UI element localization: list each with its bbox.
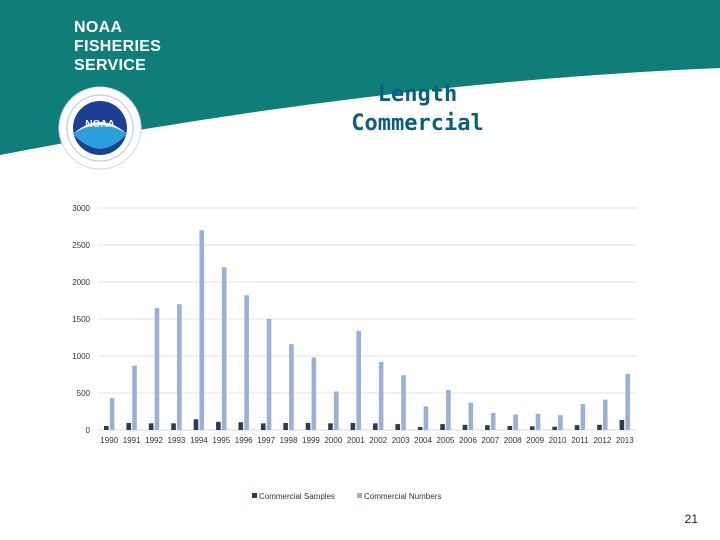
x-tick-label: 2005 [437,436,455,445]
y-tick-label: 1000 [72,352,90,361]
bar-commercial-samples [193,419,199,430]
bar-commercial-numbers [132,365,137,430]
bar-commercial-samples [104,425,109,430]
bar-commercial-samples [238,422,244,430]
y-tick-label: 500 [77,389,91,398]
legend-label: Commercial Numbers [364,492,441,501]
x-tick-label: 2000 [324,436,342,445]
bar-commercial-samples [373,423,378,430]
bar-commercial-numbers [311,357,317,430]
bar-commercial-samples [462,424,468,430]
brand-wordmark: NOAA FISHERIES SERVICE [74,18,161,75]
bar-commercial-samples [395,424,401,430]
x-tick-label: 2003 [392,436,410,445]
bar-commercial-samples [440,424,445,430]
x-tick-label: 2013 [616,436,634,445]
bar-commercial-samples [417,427,423,430]
bar-commercial-samples [283,422,288,430]
brand-line-2: FISHERIES [74,38,162,55]
bar-commercial-samples [148,423,154,430]
legend-swatch [357,493,362,498]
bar-commercial-numbers [333,391,339,430]
x-tick-label: 2012 [593,436,611,445]
x-tick-label: 2010 [549,436,567,445]
y-tick-label: 2500 [72,241,90,250]
bar-commercial-numbers [154,307,160,430]
bar-commercial-samples [507,425,513,430]
x-tick-label: 1996 [235,436,253,445]
slide-title: Length Commercial [300,80,535,138]
bar-commercial-samples [485,425,490,430]
bar-commercial-samples [328,423,333,430]
x-tick-label: 2011 [571,436,589,445]
bar-commercial-numbers [423,406,429,430]
brand-line-1: NOAA [74,19,123,36]
x-tick-label: 1998 [280,436,298,445]
bar-commercial-samples [126,422,132,430]
slide-title-line-1: Length [377,82,458,107]
brand-line-3: SERVICE [74,57,147,74]
legend-label: Commercial Samples [259,492,335,501]
x-tick-label: 1995 [212,436,230,445]
noaa-logo: NOAA [58,86,142,170]
x-tick-label: 2002 [369,436,387,445]
bar-commercial-numbers [535,413,541,430]
bar-commercial-numbers [625,373,630,430]
bar-commercial-numbers [401,375,406,430]
bar-commercial-numbers [602,399,608,430]
bar-commercial-samples [350,422,356,430]
bar-commercial-numbers [244,295,249,430]
bar-commercial-samples [305,422,311,430]
bar-commercial-numbers [266,319,272,430]
bar-commercial-numbers [468,402,474,430]
bar-commercial-numbers [221,267,227,430]
y-tick-label: 3000 [72,204,90,213]
x-tick-label: 1991 [123,436,141,445]
x-tick-label: 1994 [190,436,208,445]
y-tick-label: 2000 [72,278,90,287]
x-tick-label: 2009 [526,436,544,445]
x-tick-label: 2007 [481,436,499,445]
x-tick-label: 1997 [257,436,275,445]
y-tick-label: 1500 [72,315,90,324]
bar-commercial-samples [574,425,580,430]
bar-commercial-numbers [289,344,294,430]
bar-commercial-samples [619,420,625,430]
bar-commercial-samples [529,426,535,430]
x-tick-label: 1999 [302,436,320,445]
y-tick-label: 0 [86,426,91,435]
legend-swatch [252,493,257,498]
bar-commercial-samples [171,423,176,430]
bar-commercial-numbers [109,398,115,430]
x-tick-label: 2004 [414,436,432,445]
bar-commercial-numbers [177,304,182,430]
bar-commercial-samples [597,424,602,430]
page-number: 21 [684,512,698,526]
x-tick-label: 1992 [145,436,163,445]
header-band [0,0,720,155]
bar-commercial-numbers [446,390,451,430]
x-tick-label: 1990 [100,436,118,445]
bar-commercial-numbers [199,230,205,430]
bar-commercial-samples [216,421,221,430]
bar-commercial-numbers [558,415,563,430]
x-tick-label: 2006 [459,436,477,445]
bar-commercial-samples [552,426,557,430]
bar-commercial-numbers [378,361,384,430]
x-tick-label: 1993 [168,436,186,445]
bar-commercial-numbers [490,412,496,430]
bar-commercial-numbers [580,404,586,430]
x-tick-label: 2001 [347,436,365,445]
logo-text: NOAA [85,119,114,130]
bar-commercial-numbers [513,414,518,430]
x-tick-label: 2008 [504,436,522,445]
slide-title-line-2: Commercial [351,111,484,136]
bar-commercial-numbers [356,330,361,430]
bar-commercial-samples [260,423,266,430]
